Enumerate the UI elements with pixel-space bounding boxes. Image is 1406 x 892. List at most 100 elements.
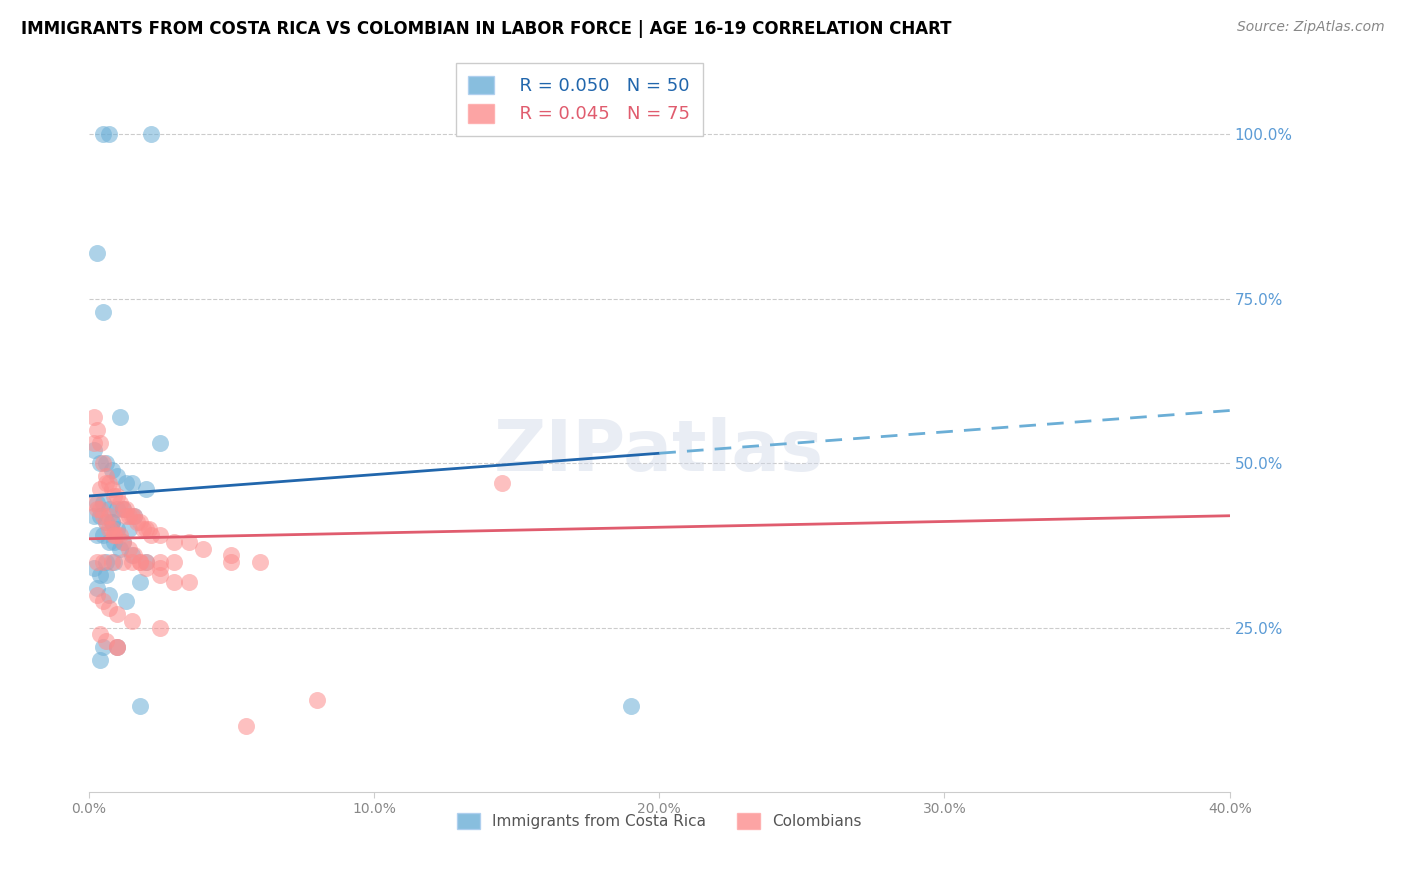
Point <box>100 522 122 536</box>
Point <box>111 535 134 549</box>
Point <box>121 548 143 562</box>
Point <box>108 528 131 542</box>
Point <box>86 423 108 437</box>
Point <box>91 128 114 142</box>
Point <box>97 502 120 516</box>
Point <box>89 502 111 516</box>
Point <box>97 508 120 523</box>
Point <box>118 508 141 523</box>
Point <box>105 502 128 516</box>
Point <box>108 541 131 556</box>
Point <box>111 502 134 516</box>
Point <box>103 535 125 549</box>
Point <box>129 555 152 569</box>
Point <box>305 693 328 707</box>
Text: IMMIGRANTS FROM COSTA RICA VS COLOMBIAN IN LABOR FORCE | AGE 16-19 CORRELATION C: IMMIGRANTS FROM COSTA RICA VS COLOMBIAN … <box>21 20 952 37</box>
Point <box>105 640 128 655</box>
Point <box>249 555 271 569</box>
Point <box>121 555 143 569</box>
Point <box>114 508 136 523</box>
Point <box>94 475 117 490</box>
Point <box>135 555 157 569</box>
Point <box>91 456 114 470</box>
Point <box>94 516 117 530</box>
Point <box>86 588 108 602</box>
Point <box>491 475 513 490</box>
Point <box>97 535 120 549</box>
Point <box>138 522 160 536</box>
Point <box>103 555 125 569</box>
Point <box>86 581 108 595</box>
Point <box>100 463 122 477</box>
Point <box>149 555 172 569</box>
Point <box>83 442 105 457</box>
Point <box>94 568 117 582</box>
Point <box>135 555 157 569</box>
Point <box>129 555 152 569</box>
Point <box>124 508 146 523</box>
Point <box>103 528 125 542</box>
Point <box>91 640 114 655</box>
Point <box>149 568 172 582</box>
Point <box>86 502 108 516</box>
Point <box>94 516 117 530</box>
Point <box>105 640 128 655</box>
Point <box>111 535 134 549</box>
Point <box>100 555 122 569</box>
Point <box>89 456 111 470</box>
Point <box>91 555 114 569</box>
Point <box>103 489 125 503</box>
Point <box>83 495 105 509</box>
Point <box>108 495 131 509</box>
Point <box>94 469 117 483</box>
Point <box>89 627 111 641</box>
Point <box>91 594 114 608</box>
Point <box>149 561 172 575</box>
Legend: Immigrants from Costa Rica, Colombians: Immigrants from Costa Rica, Colombians <box>451 806 868 835</box>
Point <box>91 528 114 542</box>
Point <box>149 436 172 450</box>
Point <box>97 588 120 602</box>
Point <box>132 522 155 536</box>
Point <box>141 128 163 142</box>
Point <box>86 245 108 260</box>
Point <box>86 528 108 542</box>
Point <box>118 522 141 536</box>
Point <box>114 594 136 608</box>
Point <box>97 522 120 536</box>
Point <box>91 305 114 319</box>
Point <box>83 436 105 450</box>
Point <box>100 516 122 530</box>
Point <box>94 555 117 569</box>
Point <box>89 508 111 523</box>
Point <box>100 516 122 530</box>
Point <box>129 699 152 714</box>
Point <box>124 548 146 562</box>
Point <box>163 574 186 589</box>
Point <box>105 522 128 536</box>
Point <box>103 528 125 542</box>
Point <box>83 508 105 523</box>
Point <box>105 607 128 622</box>
Point <box>111 555 134 569</box>
Point <box>83 410 105 425</box>
Point <box>163 535 186 549</box>
Point <box>191 541 214 556</box>
Point <box>91 495 114 509</box>
Point <box>221 555 243 569</box>
Point <box>620 699 643 714</box>
Text: ZIPatlas: ZIPatlas <box>494 417 824 486</box>
Point <box>141 528 163 542</box>
Point <box>89 483 111 497</box>
Point <box>149 621 172 635</box>
Point <box>121 508 143 523</box>
Point <box>94 633 117 648</box>
Point <box>129 574 152 589</box>
Point <box>89 568 111 582</box>
Point <box>114 475 136 490</box>
Point <box>163 555 186 569</box>
Point <box>177 535 200 549</box>
Point <box>100 483 122 497</box>
Point <box>124 508 146 523</box>
Point <box>105 469 128 483</box>
